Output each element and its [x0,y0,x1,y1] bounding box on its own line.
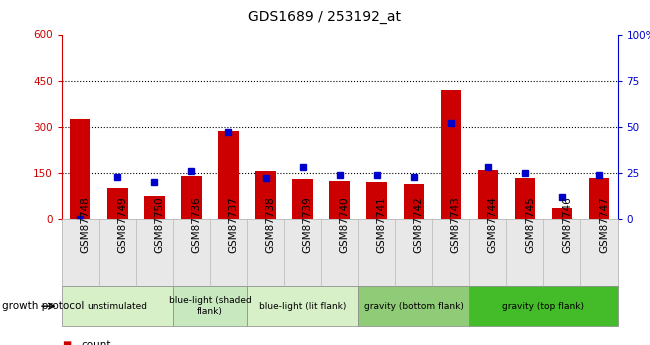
Text: GSM87737: GSM87737 [229,196,239,253]
Text: GSM87736: GSM87736 [191,196,202,253]
Bar [589,178,609,219]
Bar [478,170,498,219]
Bar [292,179,313,219]
Text: GSM87747: GSM87747 [599,196,609,253]
Text: GSM87741: GSM87741 [377,196,387,253]
Text: GSM87748: GSM87748 [81,196,90,253]
Text: GSM87738: GSM87738 [265,196,276,253]
Text: ■: ■ [62,340,71,345]
Bar [107,188,127,219]
Bar [441,90,461,219]
Bar [515,178,535,219]
Text: GSM87746: GSM87746 [562,196,572,253]
Text: GSM87739: GSM87739 [302,196,313,253]
Text: count: count [81,340,110,345]
Text: blue-light (shaded
flank): blue-light (shaded flank) [168,296,252,316]
Bar [367,182,387,219]
Text: gravity (top flank): gravity (top flank) [502,302,584,311]
Text: GSM87742: GSM87742 [413,196,424,253]
Bar [181,176,202,219]
Text: GSM87740: GSM87740 [339,196,350,253]
Text: blue-light (lit flank): blue-light (lit flank) [259,302,346,311]
Bar [330,181,350,219]
Text: GSM87750: GSM87750 [155,196,164,253]
Bar [552,208,572,219]
Bar [70,119,90,219]
Text: GSM87743: GSM87743 [451,196,461,253]
Text: GSM87744: GSM87744 [488,196,498,253]
Text: growth protocol: growth protocol [2,301,84,311]
Text: GSM87749: GSM87749 [117,196,127,253]
Text: GSM87745: GSM87745 [525,196,535,253]
Bar [255,171,276,219]
Text: unstimulated: unstimulated [87,302,148,311]
Text: GDS1689 / 253192_at: GDS1689 / 253192_at [248,10,402,24]
Bar [404,184,424,219]
Bar [144,196,164,219]
Bar [218,131,239,219]
Text: gravity (bottom flank): gravity (bottom flank) [364,302,463,311]
